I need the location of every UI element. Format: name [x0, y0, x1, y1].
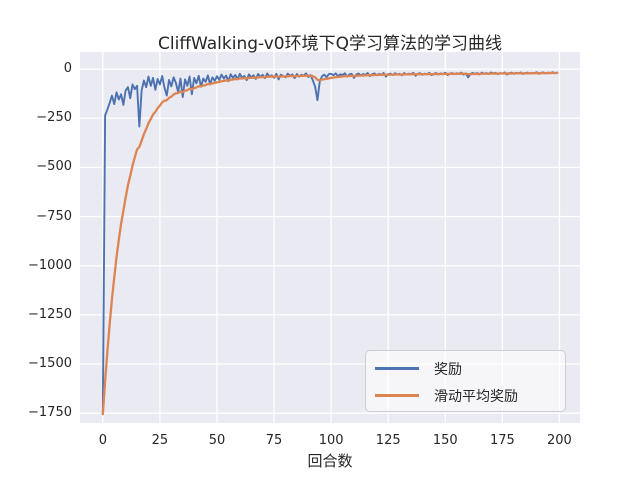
x-tick-label: 200 [547, 433, 572, 448]
gridlines [80, 52, 580, 423]
moving-average-line-sample [375, 394, 419, 397]
x-tick-label: 25 [151, 433, 169, 448]
y-tick-label: −1500 [28, 356, 72, 372]
legend-item-moving-average: 滑动平均奖励 [366, 382, 565, 409]
x-tick-label: 125 [375, 433, 401, 448]
y-tick-label: 0 [63, 61, 72, 77]
y-tick-label: −1000 [28, 257, 72, 273]
y-tick-label: −1750 [28, 405, 72, 421]
x-tick-label: 0 [98, 433, 107, 448]
x-tick-label: 75 [265, 433, 283, 448]
x-tick-label: 100 [318, 433, 344, 448]
x-tick-label: 175 [489, 433, 515, 448]
legend-label-reward: 奖励 [434, 361, 462, 378]
legend: 奖励 滑动平均奖励 [365, 350, 566, 412]
x-tick-label: 150 [432, 433, 458, 448]
y-tick-label: −750 [36, 208, 72, 224]
x-axis-label: 回合数 [307, 452, 353, 470]
chart-title: CliffWalking-v0环境下Q学习算法的学习曲线 [158, 34, 502, 54]
y-tick-label: −1250 [28, 306, 72, 322]
legend-label-moving-average: 滑动平均奖励 [434, 388, 518, 405]
y-tick-label: −250 [36, 110, 72, 126]
x-tick-label: 50 [208, 433, 226, 448]
legend-item-reward: 奖励 [366, 355, 565, 382]
reward-line-sample [375, 367, 419, 370]
y-tick-label: −500 [36, 159, 72, 175]
moving-average-line [101, 71, 559, 416]
